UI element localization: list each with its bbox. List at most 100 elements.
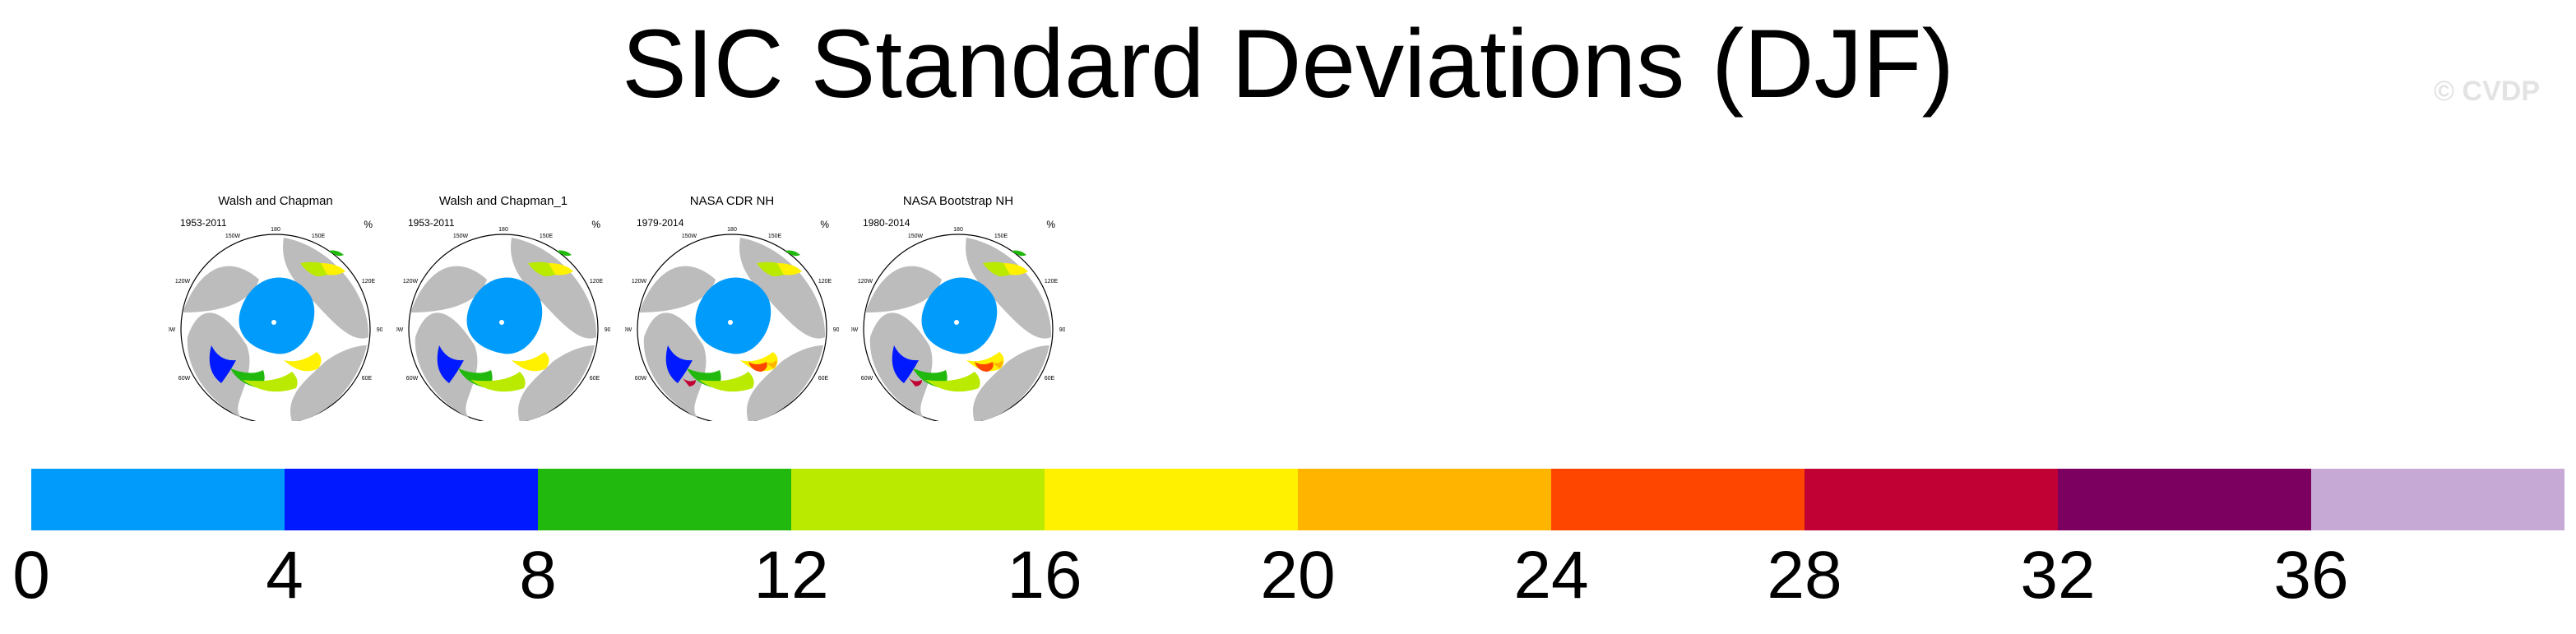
colorbar-swatch bbox=[31, 469, 285, 530]
ice-variability-band bbox=[975, 362, 994, 372]
panel-period: 1979-2014 bbox=[637, 217, 684, 229]
colorbar-swatch bbox=[1298, 469, 1551, 530]
map-panel: NASA CDR NH1979-2014%180090W90E120W120E6… bbox=[625, 194, 839, 424]
longitude-label: 150W bbox=[225, 234, 241, 239]
chart-title: SIC Standard Deviations (DJF) bbox=[622, 10, 1954, 118]
colorbar-swatch bbox=[1045, 469, 1298, 530]
ice-variability-band bbox=[740, 352, 778, 372]
longitude-label: 90E bbox=[833, 327, 839, 333]
longitude-label: 150E bbox=[994, 234, 1008, 239]
longitude-label: 120W bbox=[175, 279, 191, 285]
pole-hole bbox=[271, 320, 276, 325]
panel-unit: % bbox=[364, 219, 373, 230]
colorbar-tick-label: 8 bbox=[519, 538, 557, 613]
panel-title: NASA CDR NH bbox=[689, 194, 775, 208]
ice-variability-band bbox=[243, 372, 298, 392]
longitude-label: 60E bbox=[362, 376, 373, 382]
panel-unit: % bbox=[1046, 219, 1055, 230]
panel-title: Walsh and Chapman_1 bbox=[438, 194, 568, 208]
longitude-label: 180 bbox=[727, 227, 737, 233]
longitude-label: 150E bbox=[768, 234, 782, 239]
ice-variability-band bbox=[549, 263, 573, 275]
longitude-label: 150W bbox=[453, 234, 469, 239]
longitude-label: 60E bbox=[818, 376, 829, 382]
polar-map: 180090W90E120W120E60W60E150W150E30W30E bbox=[625, 227, 839, 421]
land-north-america bbox=[639, 266, 716, 312]
land-europe bbox=[290, 345, 367, 421]
longitude-label: 180 bbox=[498, 227, 508, 233]
longitude-label: 120W bbox=[632, 279, 647, 285]
ice-variability-band bbox=[209, 345, 236, 383]
longitude-label: 90E bbox=[605, 327, 610, 333]
colorbar-tick-label: 0 bbox=[12, 538, 50, 613]
colorbar-swatch bbox=[2058, 469, 2311, 530]
longitude-label: 60E bbox=[590, 376, 600, 382]
ice-central-arctic bbox=[239, 277, 315, 354]
ice-variability-band bbox=[699, 372, 754, 392]
ice-variability-band bbox=[665, 345, 693, 383]
land-europe bbox=[518, 345, 595, 421]
colorbar-swatch bbox=[538, 469, 791, 530]
longitude-label: 120E bbox=[590, 279, 604, 285]
ice-variability-band bbox=[765, 360, 777, 368]
longitude-label: 90E bbox=[1059, 327, 1065, 333]
panel-period: 1980-2014 bbox=[863, 217, 910, 229]
ice-central-arctic bbox=[466, 277, 543, 354]
colorbar: 0 4 8 12 16 20 24 28 32 36 bbox=[12, 469, 2564, 613]
panel-title: Walsh and Chapman bbox=[218, 194, 333, 208]
longitude-label: 120W bbox=[858, 279, 873, 285]
colorbar-swatch bbox=[791, 469, 1045, 530]
longitude-label: 90E bbox=[377, 327, 382, 333]
longitude-label: 120E bbox=[1045, 279, 1059, 285]
ice-variability-band bbox=[329, 250, 344, 257]
polar-map: 180090W90E120W120E60W60E150W150E30W30E bbox=[851, 227, 1065, 421]
longitude-label: 90W bbox=[625, 327, 632, 333]
colorbar-tick-label: 24 bbox=[1513, 538, 1588, 613]
longitude-label: 150W bbox=[682, 234, 697, 239]
land-europe bbox=[747, 345, 823, 421]
ice-variability-band bbox=[966, 352, 1004, 372]
map-panel: NASA Bootstrap NH1980-2014%180090W90E120… bbox=[851, 194, 1065, 424]
pole-hole bbox=[499, 320, 504, 325]
land-europe bbox=[973, 345, 1049, 421]
ice-variability-band bbox=[512, 352, 549, 372]
land-north-america bbox=[865, 266, 942, 312]
longitude-label: 60W bbox=[406, 376, 419, 382]
map-panel: Walsh and Chapman_11953-2011%180090W90E1… bbox=[396, 194, 610, 424]
ice-variability-band bbox=[748, 362, 767, 372]
ice-variability-band bbox=[557, 250, 572, 257]
longitude-label: 120E bbox=[818, 279, 832, 285]
longitude-label: 90W bbox=[851, 327, 859, 333]
ice-central-arctic bbox=[921, 277, 998, 354]
longitude-label: 90W bbox=[396, 327, 404, 333]
land-north-america bbox=[183, 266, 259, 312]
ice-variability-band bbox=[683, 378, 696, 386]
ice-variability-band bbox=[991, 360, 1003, 368]
longitude-label: 150E bbox=[312, 234, 326, 239]
polar-map: 180090W90E120W120E60W60E150W150E30W30E bbox=[169, 227, 382, 421]
ice-variability-band bbox=[321, 263, 345, 275]
panel-unit: % bbox=[591, 219, 600, 230]
land-north-america bbox=[410, 266, 487, 312]
ice-variability-band bbox=[777, 263, 802, 275]
panel-period: 1953-2011 bbox=[408, 217, 455, 229]
longitude-label: 150W bbox=[908, 234, 924, 239]
colorbar-tick-label: 12 bbox=[753, 538, 828, 613]
colorbar-tick-label: 4 bbox=[266, 538, 303, 613]
longitude-label: 60W bbox=[861, 376, 873, 382]
pole-hole bbox=[728, 320, 733, 325]
panel-unit: % bbox=[820, 219, 829, 230]
colorbar-swatch bbox=[1551, 469, 1805, 530]
longitude-label: 90W bbox=[169, 327, 176, 333]
ice-variability-band bbox=[1012, 250, 1026, 257]
ice-variability-band bbox=[925, 372, 980, 392]
longitude-label: 60E bbox=[1045, 376, 1055, 382]
polar-map: 180090W90E120W120E60W60E150W150E30W30E bbox=[396, 227, 610, 421]
ice-variability-band bbox=[909, 378, 922, 386]
colorbar-swatch bbox=[2311, 469, 2564, 530]
panel-title: NASA Bootstrap NH bbox=[902, 194, 1014, 208]
ice-variability-band bbox=[892, 345, 919, 383]
ice-variability-band bbox=[470, 372, 526, 392]
pole-hole bbox=[954, 320, 959, 325]
map-panel: Walsh and Chapman1953-2011%180090W90E120… bbox=[169, 194, 382, 424]
